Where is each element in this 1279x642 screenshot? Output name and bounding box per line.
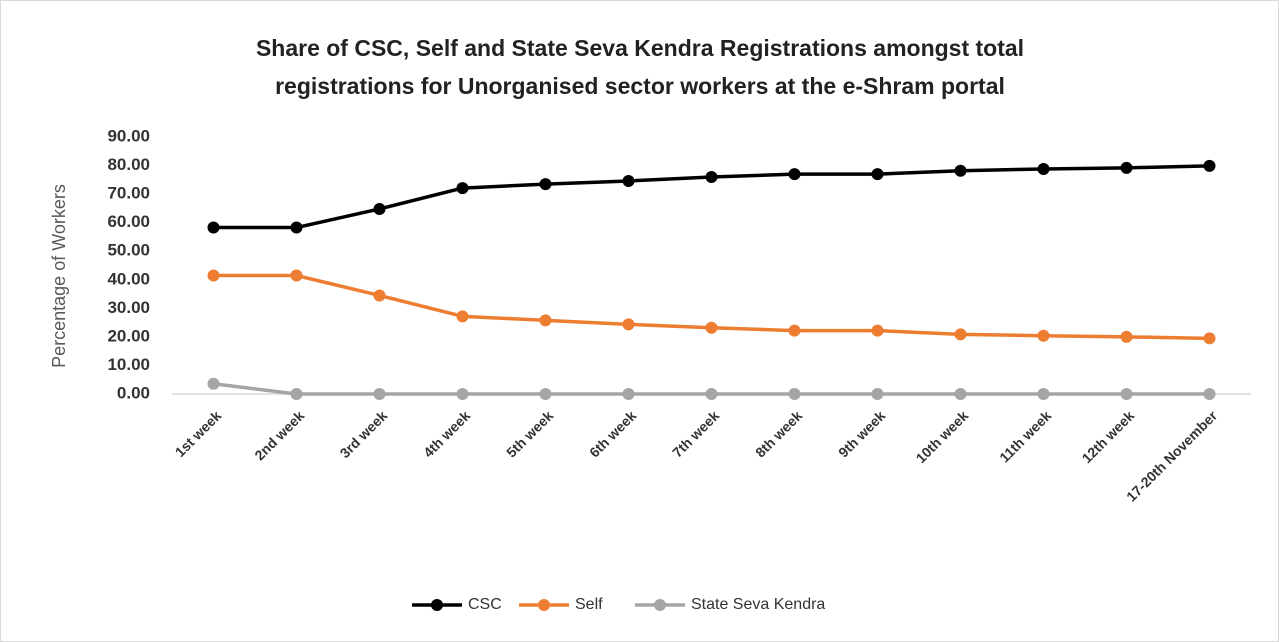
- data-point: [622, 318, 635, 331]
- data-point: [373, 388, 386, 400]
- legend-label: CSC: [468, 596, 502, 613]
- data-point: [539, 388, 552, 400]
- data-point: [871, 388, 884, 400]
- legend-marker: [654, 599, 666, 611]
- data-point: [788, 388, 801, 400]
- chart-title: registrations for Unorganised sector wor…: [275, 73, 1005, 99]
- y-tick-label: 60.00: [107, 212, 150, 231]
- data-point: [1203, 388, 1216, 400]
- chart-title: Share of CSC, Self and State Seva Kendra…: [256, 35, 1024, 61]
- data-point: [456, 182, 469, 195]
- y-tick-label: 90.00: [107, 126, 150, 145]
- data-point: [705, 388, 718, 400]
- data-point: [954, 388, 967, 400]
- data-point: [1120, 388, 1133, 400]
- data-point: [954, 328, 967, 341]
- data-point: [705, 170, 718, 183]
- y-tick-label: 50.00: [107, 241, 150, 260]
- y-tick-label: 20.00: [107, 326, 150, 345]
- data-point: [290, 269, 303, 282]
- data-point: [1037, 388, 1050, 400]
- y-tick-label: 40.00: [107, 269, 150, 288]
- data-point: [1203, 159, 1216, 172]
- data-point: [207, 221, 220, 234]
- data-point: [456, 388, 469, 400]
- legend-label: Self: [575, 596, 603, 613]
- legend-label: State Seva Kendra: [691, 596, 825, 613]
- legend-marker: [431, 599, 443, 611]
- y-axis-title: Percentage of Workers: [49, 184, 69, 368]
- data-point: [539, 314, 552, 327]
- data-point: [622, 174, 635, 187]
- data-point: [871, 168, 884, 181]
- data-point: [207, 269, 220, 282]
- y-tick-label: 10.00: [107, 355, 150, 374]
- y-tick-label: 30.00: [107, 298, 150, 317]
- data-point: [871, 324, 884, 337]
- data-point: [1120, 161, 1133, 174]
- data-point: [788, 324, 801, 337]
- data-point: [1203, 332, 1216, 345]
- data-point: [705, 321, 718, 334]
- data-point: [207, 377, 220, 390]
- data-point: [622, 388, 635, 400]
- data-point: [1037, 162, 1050, 175]
- legend-marker: [538, 599, 550, 611]
- data-point: [788, 168, 801, 181]
- y-tick-label: 80.00: [107, 155, 150, 174]
- y-tick-label: 0.00: [117, 383, 150, 402]
- data-point: [954, 164, 967, 177]
- data-point: [373, 289, 386, 302]
- y-tick-label: 70.00: [107, 184, 150, 203]
- data-point: [456, 310, 469, 323]
- data-point: [290, 221, 303, 234]
- data-point: [1120, 330, 1133, 343]
- data-point: [1037, 329, 1050, 342]
- data-point: [290, 388, 303, 400]
- data-point: [539, 178, 552, 191]
- data-point: [373, 202, 386, 215]
